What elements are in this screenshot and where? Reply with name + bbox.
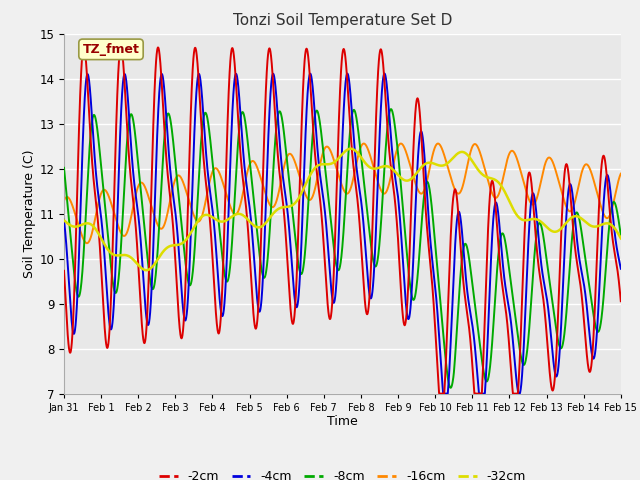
Legend: -2cm, -4cm, -8cm, -16cm, -32cm: -2cm, -4cm, -8cm, -16cm, -32cm [154,465,531,480]
Title: Tonzi Soil Temperature Set D: Tonzi Soil Temperature Set D [233,13,452,28]
Y-axis label: Soil Temperature (C): Soil Temperature (C) [24,149,36,278]
X-axis label: Time: Time [327,415,358,429]
Text: TZ_fmet: TZ_fmet [83,43,140,56]
